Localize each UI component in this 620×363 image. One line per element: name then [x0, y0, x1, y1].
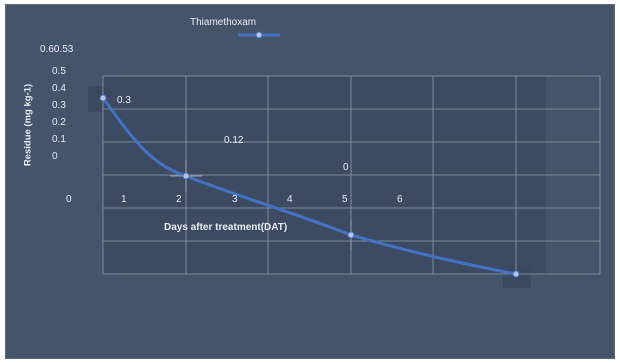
- y-tick-label: 0.5: [52, 66, 66, 77]
- data-point-2: [182, 172, 190, 180]
- data-label: 0.12: [224, 135, 244, 146]
- point-highlight: [88, 86, 110, 112]
- data-point-3: [347, 231, 355, 239]
- data-label: 0.3: [117, 95, 131, 106]
- y-axis-title: Residue (mg kg-1): [22, 83, 34, 167]
- y-tick-label: 0.1: [52, 134, 66, 145]
- x-tick-label: 3: [232, 194, 238, 205]
- series-line-thiamethoxam: [101, 97, 517, 276]
- x-tick-label: 4: [287, 194, 293, 205]
- data-label: 0: [343, 162, 349, 173]
- y-tick-label: 0.4: [52, 83, 66, 94]
- y-tick-label: 0: [52, 151, 58, 162]
- legend-entry-thiamethoxam: Thiamethoxam: [190, 17, 257, 28]
- x-tick-label: 1: [121, 194, 127, 205]
- x-tick-label: 2: [176, 194, 182, 205]
- x-tick-label: 5: [342, 194, 348, 205]
- x-axis-title: Days after treatment(DAT): [164, 222, 288, 233]
- data-point-4: [512, 270, 520, 278]
- x-tick-label: 0: [66, 194, 72, 205]
- data-label: 0.60.53: [40, 44, 74, 55]
- y-tick-label: 0.2: [52, 117, 66, 128]
- data-point-1: [99, 94, 107, 102]
- y-tick-label: 0.3: [52, 100, 66, 111]
- x-tick-label: 6: [397, 194, 403, 205]
- legend-marker: [255, 31, 263, 39]
